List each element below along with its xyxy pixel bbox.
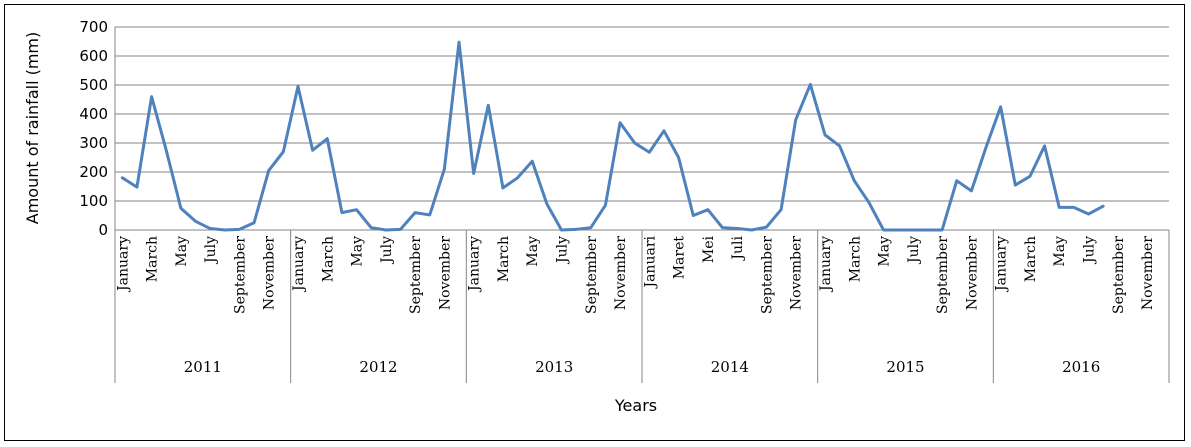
y-tick-label: 500 <box>79 76 108 94</box>
month-tick-label: November <box>613 236 629 310</box>
month-tick-label: May <box>525 236 541 267</box>
month-tick-label: July <box>554 236 570 265</box>
month-tick-label: Januari <box>642 235 658 289</box>
y-tick-label: 200 <box>79 163 108 181</box>
y-tick-label: 700 <box>79 18 108 36</box>
year-label: 2013 <box>535 358 573 376</box>
month-tick-label: November <box>789 236 805 310</box>
month-tick-label: May <box>350 236 366 267</box>
month-tick-label: September <box>584 236 600 314</box>
month-tick-label: May <box>174 236 190 267</box>
y-tick-label: 300 <box>79 134 108 152</box>
rainfall-series-line <box>120 40 1105 232</box>
month-tick-label: November <box>437 236 453 310</box>
y-tick-label: 0 <box>98 221 108 239</box>
month-tick-label: November <box>964 236 980 310</box>
month-tick-label: September <box>232 236 248 314</box>
month-tick-label: January <box>291 236 307 293</box>
month-tick-label: May <box>1052 236 1068 267</box>
month-tick-label: March <box>496 236 512 282</box>
month-tick-label: Maret <box>672 236 688 280</box>
y-axis-title: Amount of rainfall (mm) <box>23 32 42 225</box>
y-tick-label: 600 <box>79 47 108 65</box>
month-tick-label: Juli <box>730 235 746 261</box>
month-tick-label: September <box>408 236 424 314</box>
month-tick-label: Mei <box>701 235 717 263</box>
month-tick-label: September <box>935 236 951 314</box>
month-tick-label: March <box>847 236 863 282</box>
y-tick-label: 400 <box>79 105 108 123</box>
year-label: 2016 <box>1062 358 1100 376</box>
month-tick-label: July <box>379 236 395 265</box>
month-tick-label: January <box>818 236 834 293</box>
month-tick-label: July <box>906 236 922 265</box>
y-tick-label: 100 <box>79 192 108 210</box>
month-tick-label: September <box>759 236 775 314</box>
month-tick-label: March <box>145 236 161 282</box>
year-label: 2012 <box>359 358 397 376</box>
month-tick-label: July <box>1081 236 1097 265</box>
x-axis-title: Years <box>614 396 657 415</box>
year-label: 2014 <box>711 358 749 376</box>
month-tick-label: January <box>994 236 1010 293</box>
month-tick-label: May <box>877 236 893 267</box>
month-tick-label: January <box>115 236 131 293</box>
month-tick-label: September <box>1111 236 1127 314</box>
year-label: 2011 <box>184 358 222 376</box>
month-tick-label: July <box>203 236 219 265</box>
year-label: 2015 <box>886 358 924 376</box>
month-tick-label: November <box>262 236 278 310</box>
month-tick-label: March <box>320 236 336 282</box>
month-tick-label: January <box>467 236 483 293</box>
month-tick-label: November <box>1140 236 1156 310</box>
month-tick-label: March <box>1023 236 1039 282</box>
